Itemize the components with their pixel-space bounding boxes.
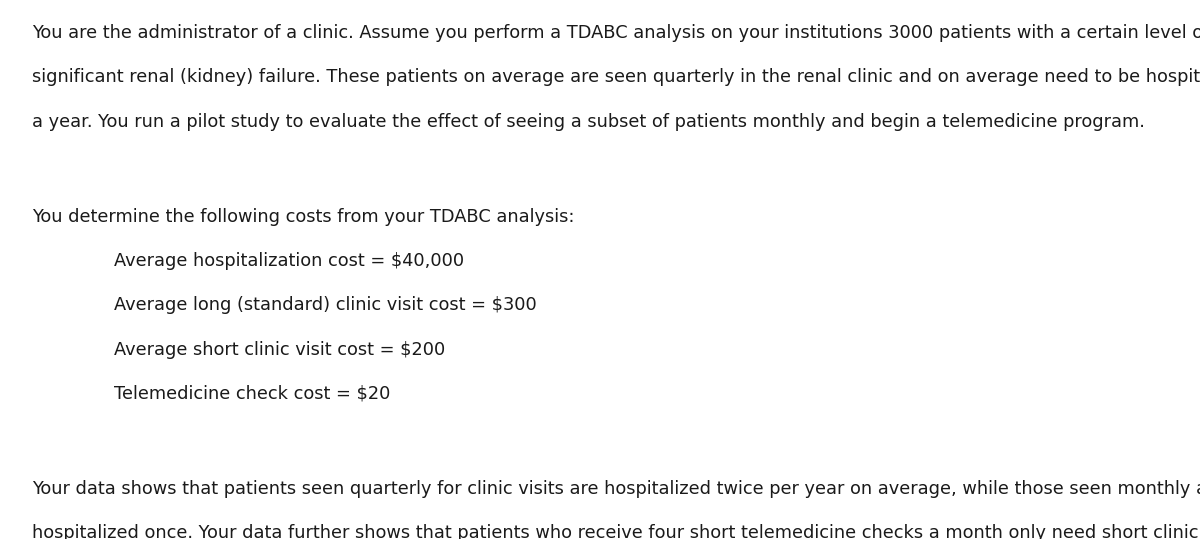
- Text: a year. You run a pilot study to evaluate the effect of seeing a subset of patie: a year. You run a pilot study to evaluat…: [32, 113, 1145, 130]
- Text: You are the administrator of a clinic. Assume you perform a TDABC analysis on yo: You are the administrator of a clinic. A…: [32, 24, 1200, 42]
- Text: You determine the following costs from your TDABC analysis:: You determine the following costs from y…: [32, 208, 575, 226]
- Text: Average hospitalization cost = $40,000: Average hospitalization cost = $40,000: [114, 252, 464, 270]
- Text: significant renal (kidney) failure. These patients on average are seen quarterly: significant renal (kidney) failure. Thes…: [32, 68, 1200, 86]
- Text: Telemedicine check cost = $20: Telemedicine check cost = $20: [114, 385, 390, 403]
- Text: Average long (standard) clinic visit cost = $300: Average long (standard) clinic visit cos…: [114, 296, 536, 314]
- Text: Average short clinic visit cost = $200: Average short clinic visit cost = $200: [114, 341, 445, 358]
- Text: Your data shows that patients seen quarterly for clinic visits are hospitalized : Your data shows that patients seen quart…: [32, 480, 1200, 498]
- Text: hospitalized once. Your data further shows that patients who receive four short : hospitalized once. Your data further sho…: [32, 524, 1200, 539]
